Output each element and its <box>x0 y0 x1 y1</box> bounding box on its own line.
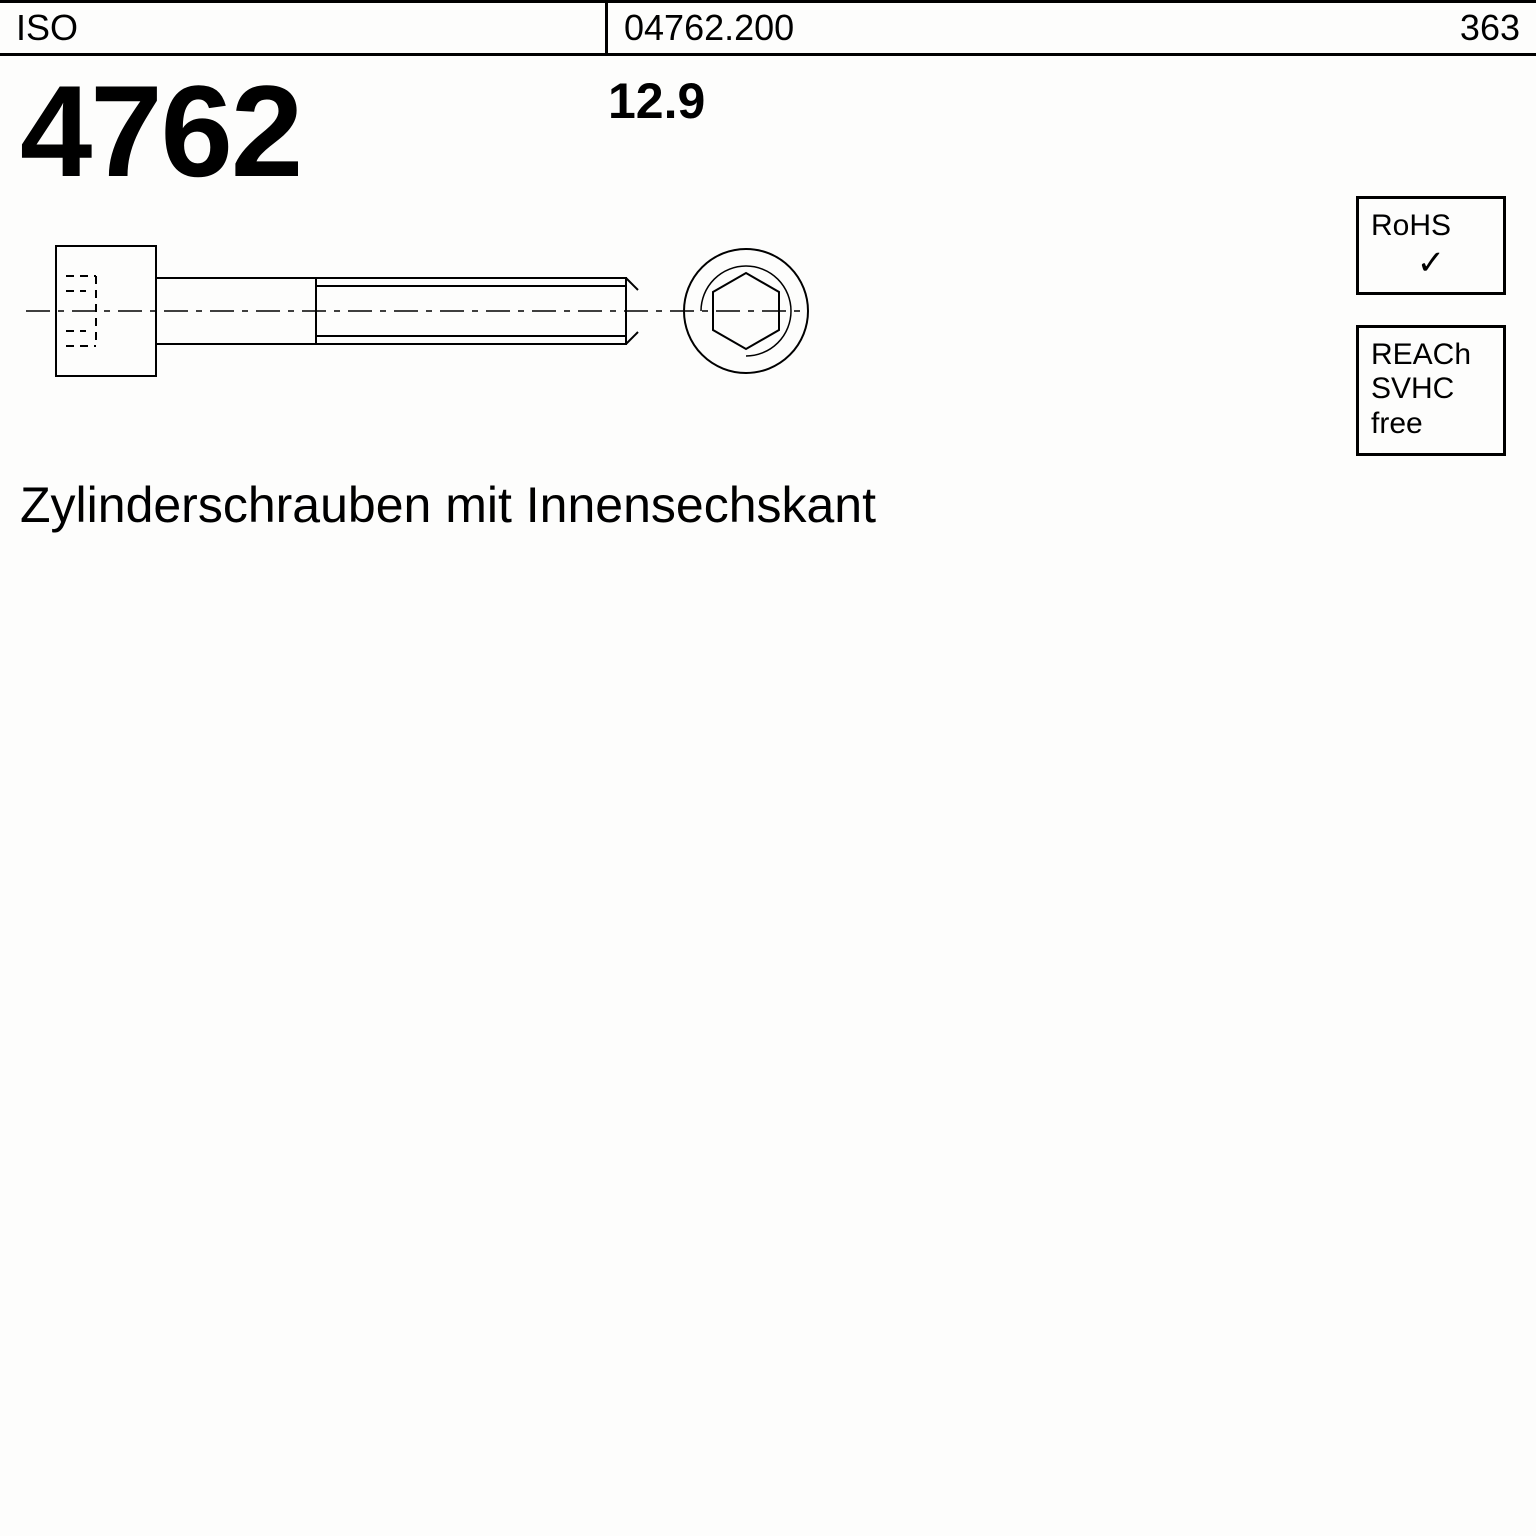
header-standard-org: ISO <box>0 3 608 53</box>
header-row: ISO 04762.200 363 <box>0 0 1536 56</box>
rohs-label: RoHS <box>1371 209 1491 244</box>
rohs-badge: RoHS ✓ <box>1356 196 1506 295</box>
reach-badge: REACh SVHC free <box>1356 325 1506 457</box>
standard-number: 4762 <box>0 66 608 196</box>
header-code: 04762.200 <box>608 3 1376 53</box>
content-area: ISO 04762.200 363 4762 12.9 <box>0 0 1536 534</box>
reach-line1: REACh <box>1371 338 1491 373</box>
product-description: Zylinderschrauben mit Innensechskant <box>0 416 1536 534</box>
page: ISO 04762.200 363 4762 12.9 <box>0 0 1536 1536</box>
figure-row: RoHS ✓ REACh SVHC free <box>0 196 1536 416</box>
compliance-badges: RoHS ✓ REACh SVHC free <box>1356 196 1506 486</box>
property-class: 12.9 <box>608 66 705 196</box>
header-page-number: 363 <box>1376 3 1536 53</box>
reach-line3: free <box>1371 407 1491 442</box>
screw-technical-drawing <box>26 236 846 386</box>
reach-line2: SVHC <box>1371 372 1491 407</box>
check-icon: ✓ <box>1371 246 1491 280</box>
title-row: 4762 12.9 <box>0 56 1536 196</box>
